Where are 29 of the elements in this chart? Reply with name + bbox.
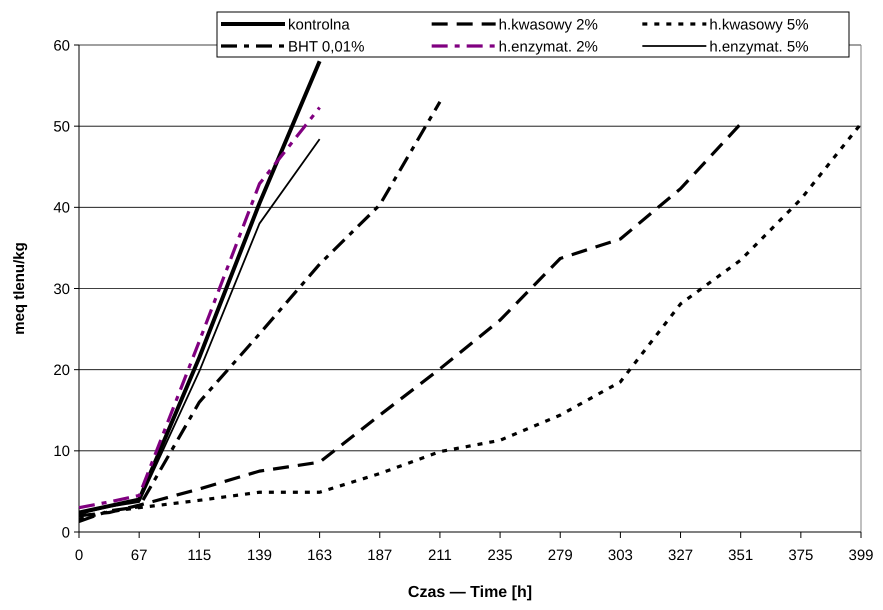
x-tick-label: 279 bbox=[548, 547, 573, 564]
legend-label: BHT 0,01% bbox=[288, 38, 364, 56]
x-tick-label: 139 bbox=[246, 547, 272, 564]
x-axis-title: Czas — Time [h] bbox=[408, 584, 532, 601]
x-tick-label: 211 bbox=[428, 547, 452, 564]
y-tick-label: 50 bbox=[53, 118, 70, 136]
y-tick-label: 40 bbox=[53, 200, 70, 217]
x-tick-label: 351 bbox=[728, 547, 754, 564]
x-tick-label: 187 bbox=[367, 547, 392, 564]
x-tick-label: 375 bbox=[788, 547, 814, 564]
x-tick-label: 399 bbox=[848, 547, 874, 564]
legend-label: h.kwasowy 2% bbox=[498, 16, 598, 34]
legend-label: h.enzymat. 2% bbox=[498, 38, 598, 56]
x-tick-label: 303 bbox=[608, 547, 633, 564]
y-tick-label: 30 bbox=[53, 280, 70, 298]
y-tick-label: 10 bbox=[53, 443, 70, 460]
x-tick-label: 115 bbox=[187, 547, 212, 564]
y-tick-label: 20 bbox=[53, 362, 70, 379]
legend-label: h.enzymat. 5% bbox=[709, 38, 809, 56]
x-tick-label: 235 bbox=[488, 547, 513, 564]
y-axis-title: meq tlenu/kg bbox=[11, 242, 28, 335]
legend-label: kontrolna bbox=[288, 16, 350, 34]
x-tick-label: 67 bbox=[130, 547, 148, 564]
legend-label: h.kwasowy 5% bbox=[709, 16, 809, 34]
x-tick-label: 163 bbox=[307, 547, 332, 564]
x-tick-label: 327 bbox=[668, 547, 694, 564]
y-tick-label: 0 bbox=[62, 524, 70, 542]
x-tick-label: 0 bbox=[74, 547, 84, 564]
y-tick-label: 60 bbox=[53, 37, 70, 54]
